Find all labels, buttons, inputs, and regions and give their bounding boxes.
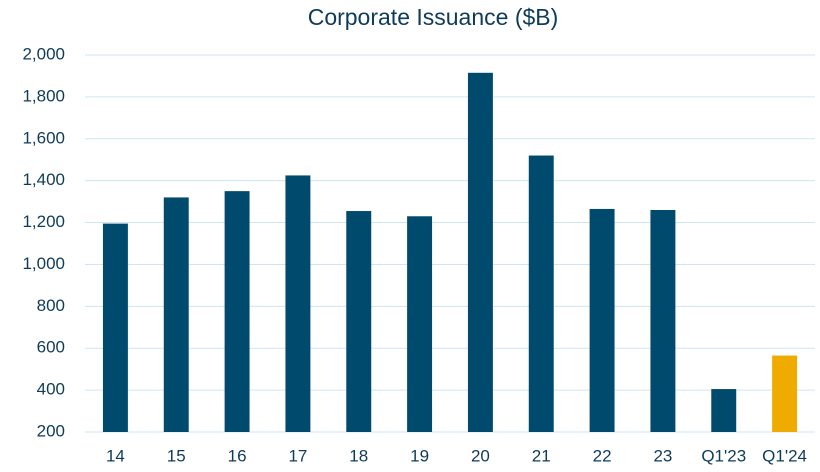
y-tick-label: 200 <box>37 421 65 440</box>
y-tick-label: 1,000 <box>22 254 65 273</box>
x-tick-label: 21 <box>532 446 551 465</box>
x-tick-label: 16 <box>228 446 247 465</box>
y-tick-label: 1,400 <box>22 170 65 189</box>
bar <box>772 355 798 432</box>
bar <box>650 209 676 432</box>
y-tick-label: 1,800 <box>22 86 65 105</box>
x-tick-label: 18 <box>349 446 368 465</box>
bar <box>528 155 554 433</box>
bar <box>285 175 311 433</box>
x-tick-label: 19 <box>410 446 429 465</box>
bar <box>589 208 615 432</box>
y-tick-label: 2,000 <box>22 44 65 63</box>
bar <box>467 72 493 432</box>
bar <box>346 211 372 432</box>
bar <box>163 197 189 432</box>
bar <box>224 191 250 432</box>
x-tick-label: 14 <box>106 446 125 465</box>
x-tick-label: 22 <box>593 446 612 465</box>
chart-title: Corporate Issuance ($B) <box>308 4 559 30</box>
bar <box>102 223 128 432</box>
y-tick-label: 1,600 <box>22 128 65 147</box>
x-tick-label: Q1'23 <box>701 446 746 465</box>
bar <box>711 389 737 432</box>
bar <box>407 216 433 432</box>
x-tick-label: 17 <box>288 446 307 465</box>
y-tick-label: 600 <box>37 338 65 357</box>
y-tick-label: 1,200 <box>22 212 65 231</box>
x-tick-label: 15 <box>167 446 186 465</box>
x-tick-label: 23 <box>653 446 672 465</box>
x-tick-label: Q1'24 <box>762 446 807 465</box>
y-tick-label: 800 <box>37 296 65 315</box>
x-tick-label: 20 <box>471 446 490 465</box>
y-tick-label: 400 <box>37 380 65 399</box>
